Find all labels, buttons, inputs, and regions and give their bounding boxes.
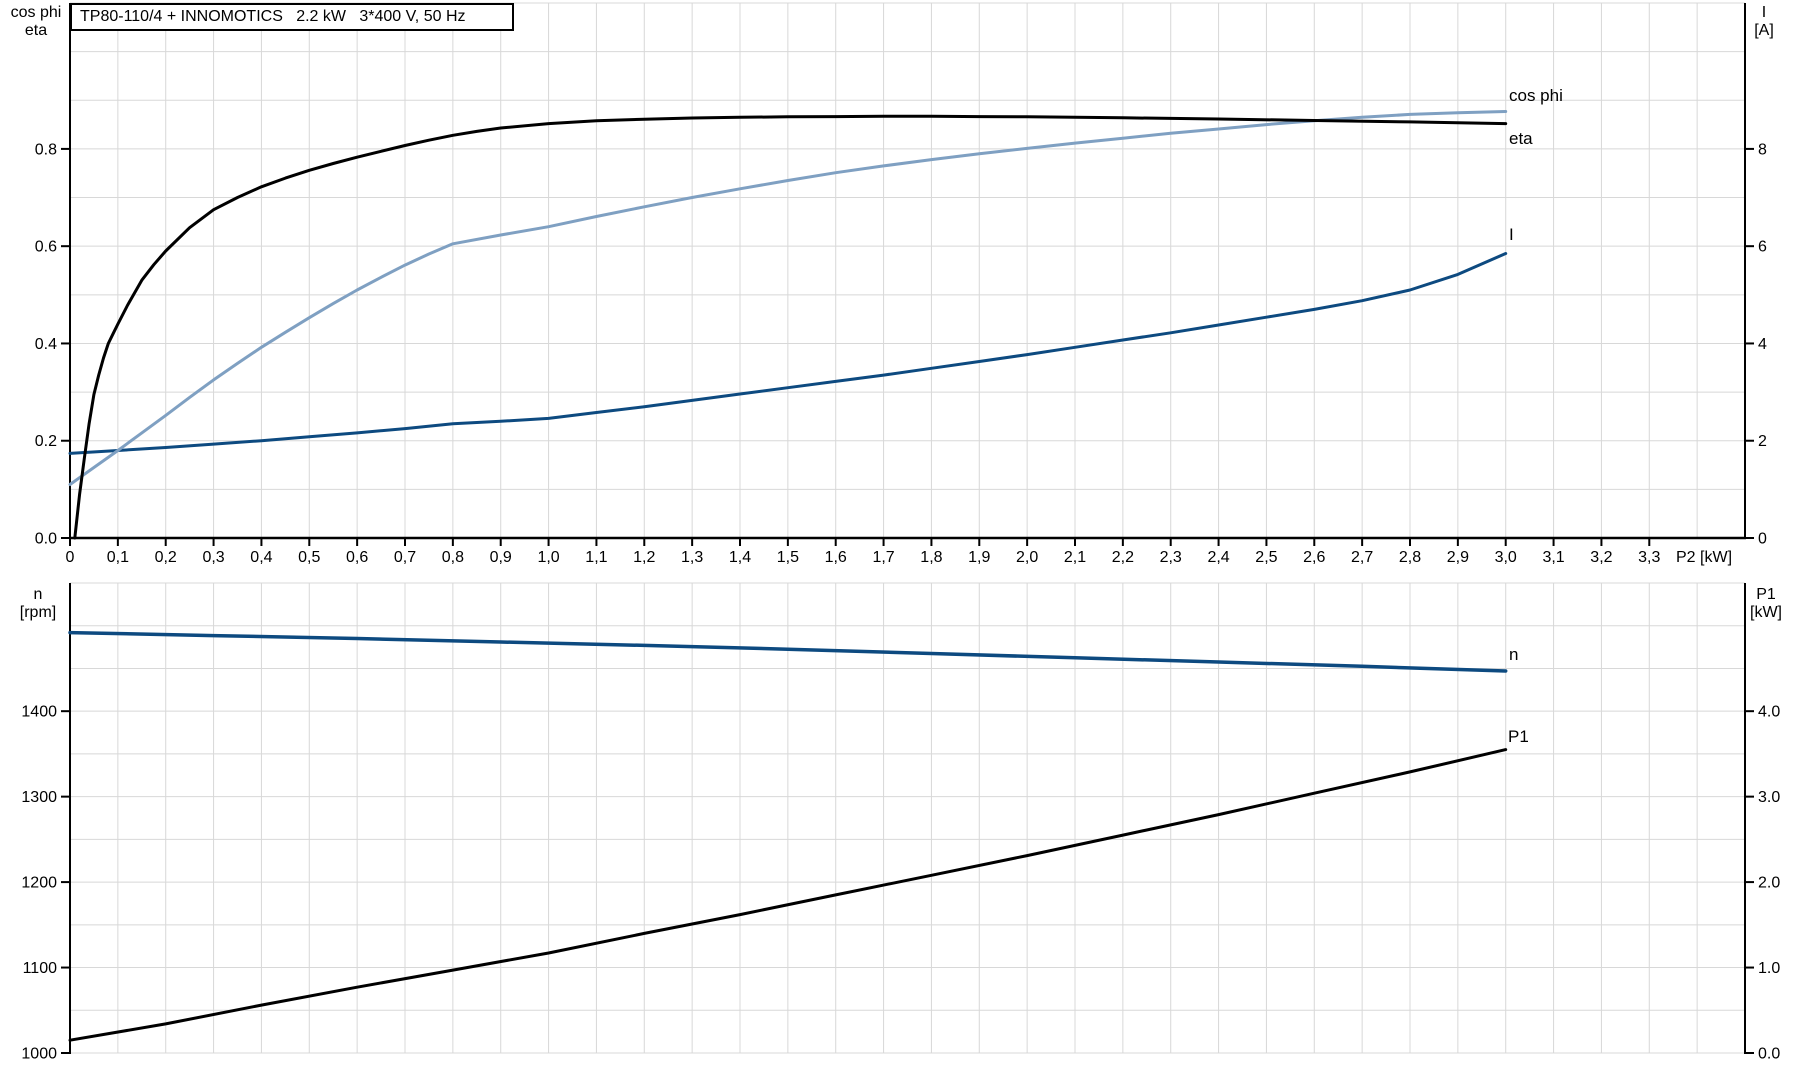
x-tick-label: 3,2 [1590, 549, 1612, 566]
right-tick-label: 4 [1758, 336, 1767, 353]
x-tick-label: 2,3 [1160, 549, 1182, 566]
x-tick-label: 2,1 [1064, 549, 1086, 566]
x-tick-label: 1,6 [825, 549, 847, 566]
n-curve-label: n [1509, 645, 1518, 664]
chart-title-box: TP80-110/4 + INNOMOTICS 2.2 kW 3*400 V, … [70, 3, 514, 31]
cos-phi-curve [68, 110, 1508, 486]
axis-header-line: cos phi [10, 4, 62, 21]
right-tick-label: 0 [1758, 531, 1767, 548]
axis-header-line: P1 [1756, 586, 1776, 603]
x-tick-label: 2,2 [1112, 549, 1134, 566]
n-curve [68, 630, 1508, 673]
left-tick-label: 1000 [21, 1046, 57, 1063]
x-tick-label: 1,5 [777, 549, 799, 566]
axis-header-line: eta [24, 22, 48, 39]
left-tick-label: 1300 [21, 789, 57, 806]
x-tick-label: 3,3 [1638, 549, 1660, 566]
axis-header-line: n [33, 586, 43, 603]
x-tick-label: 0,8 [442, 549, 464, 566]
left-tick-label: 0.6 [35, 239, 57, 256]
x-axis-title: P2 [kW] [1676, 549, 1732, 566]
vertical-gridlines [117, 583, 1698, 1053]
chart-title: TP80-110/4 + INNOMOTICS 2.2 kW 3*400 V, … [80, 8, 466, 25]
P1-curve [68, 748, 1508, 1042]
upper-right-axis-header: I [A] [1735, 4, 1793, 40]
right-axis-ticks: 0.0 1.0 2.0 3.0 4.0 [1745, 704, 1780, 1063]
vertical-gridlines [117, 3, 1698, 538]
right-tick-label: 2 [1758, 433, 1767, 450]
x-tick-label: 1,9 [968, 549, 990, 566]
right-tick-label: 0.0 [1758, 1046, 1780, 1063]
x-tick-label: 2,0 [1016, 549, 1038, 566]
x-tick-label: 3,1 [1542, 549, 1564, 566]
horizontal-gridlines [70, 582, 1745, 1054]
x-tick-label: 1,0 [537, 549, 559, 566]
left-tick-label: 1200 [21, 875, 57, 892]
x-tick-label: 1,8 [920, 549, 942, 566]
axis-header-line: [kW] [1750, 604, 1782, 621]
upper-left-axis-header: cos phi eta [4, 4, 68, 40]
x-tick-label: 1,2 [633, 549, 655, 566]
horizontal-gridlines [70, 2, 1745, 490]
left-tick-label: 0.8 [35, 141, 57, 158]
x-tick-label: 2,7 [1351, 549, 1373, 566]
left-tick-label: 0.4 [35, 336, 57, 353]
right-tick-label: 3.0 [1758, 789, 1780, 806]
axis-header-line: [A] [1754, 22, 1774, 39]
axis-lines [69, 3, 1746, 540]
x-tick-label: 0,9 [490, 549, 512, 566]
P1-curve-label: P1 [1508, 727, 1529, 746]
x-tick-label: 2,9 [1447, 549, 1469, 566]
left-axis-ticks: 0.0 0.2 0.4 0.6 0.8 [35, 141, 70, 548]
cos-phi-curve-label: cos phi [1509, 86, 1563, 105]
x-tick-label: 0,2 [155, 549, 177, 566]
eta-curve-label: eta [1509, 129, 1533, 148]
left-tick-label: 1100 [23, 960, 58, 977]
eta-curve [73, 114, 1508, 540]
left-tick-label: 0.0 [35, 531, 57, 548]
x-tick-label: 0,4 [250, 549, 272, 566]
left-axis-ticks: 1000 1100 1200 1300 1400 [21, 704, 70, 1063]
x-axis-ticks: 0 0,1 0,2 0,3 0,4 0,5 0,6 0,7 0,8 0,9 1,0 1,1 1,2 1,3… [66, 538, 1732, 566]
axis-lines [69, 583, 1746, 1054]
I-curve [68, 252, 1508, 455]
x-tick-label: 3,0 [1495, 549, 1517, 566]
right-tick-label: 6 [1758, 239, 1767, 256]
x-tick-label: 1,3 [681, 549, 703, 566]
right-axis-ticks: 0 2 4 6 8 [1745, 141, 1767, 548]
x-tick-label: 1,1 [585, 549, 607, 566]
left-tick-label: 0.2 [35, 433, 57, 450]
right-tick-label: 4.0 [1758, 704, 1780, 721]
x-tick-label: 1,4 [729, 549, 751, 566]
x-tick-label: 0,6 [346, 549, 368, 566]
x-tick-label: 2,8 [1399, 549, 1421, 566]
lower-right-axis-header: P1 [kW] [1737, 586, 1795, 622]
x-tick-label: 0,5 [298, 549, 320, 566]
left-tick-label: 1400 [21, 704, 57, 721]
x-tick-label: 0 [66, 549, 75, 566]
I-curve-label: I [1509, 225, 1514, 244]
x-tick-label: 2,5 [1255, 549, 1277, 566]
axis-header-line: [rpm] [19, 604, 57, 621]
right-tick-label: 1.0 [1758, 960, 1780, 977]
x-tick-label: 1,7 [872, 549, 894, 566]
x-tick-label: 0,7 [394, 549, 416, 566]
right-tick-label: 2.0 [1758, 875, 1780, 892]
x-tick-label: 2,4 [1207, 549, 1229, 566]
axis-header-line: I [1761, 4, 1767, 21]
x-tick-label: 2,6 [1303, 549, 1325, 566]
x-tick-label: 0,3 [202, 549, 224, 566]
right-tick-label: 8 [1758, 141, 1767, 158]
x-tick-label: 0,1 [107, 549, 129, 566]
lower-left-axis-header: n [rpm] [6, 586, 70, 622]
lower-chart: 1000 1100 1200 1300 1400 0.0 1.0 2.0 3.0 4.0 n P1 [21, 582, 1780, 1063]
